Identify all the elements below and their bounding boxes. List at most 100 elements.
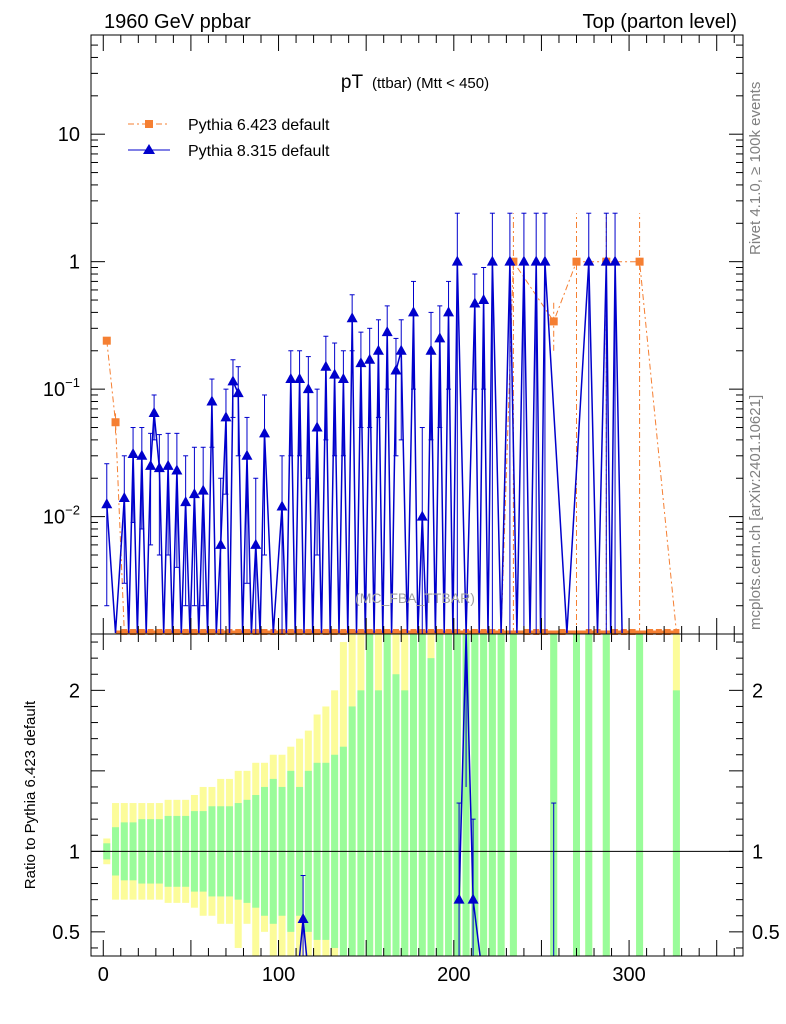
series-pythia8-point <box>372 344 384 355</box>
series-pythia6-zero-point <box>243 629 250 635</box>
series-pythia6-point <box>111 418 120 427</box>
series-pythia6-zero-point <box>173 629 180 635</box>
ratio-ytick-label-left: 1 <box>69 841 80 863</box>
ratio-band-inner <box>572 634 580 956</box>
series-pythia8-point <box>241 449 253 460</box>
legend-marker-pythia8 <box>143 144 155 154</box>
ratio-band-inner <box>509 634 517 956</box>
series-pythia8-point <box>145 459 157 470</box>
ratio-series-point <box>297 912 309 923</box>
ratio-ytick-label-right: 2 <box>752 680 763 702</box>
series-pythia6-zero-point <box>314 629 321 635</box>
series-pythia6-zero-point <box>349 629 356 635</box>
series-pythia6-zero-point <box>235 629 242 635</box>
series-pythia8-point <box>530 255 542 266</box>
series-pythia6-zero-point <box>287 629 294 635</box>
ratio-ytick-label-left: 0.5 <box>52 922 80 944</box>
series-pythia6-zero-point <box>121 629 128 635</box>
series-pythia8-point <box>451 255 463 266</box>
header-right: Top (parton level) <box>582 11 737 33</box>
series-pythia8-point <box>443 306 455 317</box>
series-pythia8-point <box>600 255 612 266</box>
ratio-band-inner <box>462 634 470 956</box>
series-pythia8-point <box>227 375 239 386</box>
series-pythia8-point <box>425 344 437 355</box>
series-pythia8-point <box>294 373 306 384</box>
series-pythia6-zero-point <box>629 629 636 635</box>
series-pythia8-point <box>320 360 332 371</box>
series-pythia6-zero-point <box>261 629 268 635</box>
series-pythia6-zero-point <box>191 629 198 635</box>
ratio-xtick-label: 100 <box>262 964 295 986</box>
header-left: 1960 GeV ppbar <box>104 11 251 33</box>
series-pythia8-point <box>355 357 367 368</box>
series-pythia6-zero-point <box>664 629 671 635</box>
series-pythia8-point <box>188 488 200 499</box>
series-pythia6-zero-point <box>524 629 531 635</box>
series-pythia8-point <box>206 395 218 406</box>
series-pythia6-zero-point <box>471 629 478 635</box>
series-pythia8-point <box>609 255 621 266</box>
legend-label-pythia6: Pythia 6.423 default <box>188 117 330 134</box>
ratio-band-inner <box>453 634 461 956</box>
ratio-frame <box>90 633 744 957</box>
series-pythia6-zero-point <box>200 629 207 635</box>
ratio-band-inner <box>436 634 444 956</box>
series-pythia8-point <box>390 364 402 375</box>
series-pythia6-zero-point <box>305 629 312 635</box>
legend-marker-pythia6 <box>145 120 153 128</box>
ratio-band-inner <box>488 634 496 956</box>
series-pythia8-point <box>285 373 297 384</box>
series-pythia6-zero-point <box>480 629 487 635</box>
series-pythia8-point <box>162 459 174 470</box>
series-pythia8-point <box>259 427 271 438</box>
series-pythia8-point <box>250 538 262 549</box>
series-pythia8-point <box>381 326 393 337</box>
series-pythia6-zero-point <box>165 629 172 635</box>
ratio-band-inner <box>672 690 680 956</box>
series-pythia8-point <box>136 449 148 460</box>
mcplots-label: mcplots.cern.ch [arXiv:2401.10621] <box>747 395 764 630</box>
series-pythia6-zero-point <box>620 629 627 635</box>
ratio-xtick-label: 300 <box>612 964 645 986</box>
series-pythia6-zero-point <box>392 629 399 635</box>
main-ytick-label: 10−2 <box>43 503 80 529</box>
ratio-band-inner <box>550 634 558 956</box>
main-panel: 10 1 10−1 10−2 pT (ttbar) (Mtt < 450) (MC_F… <box>43 34 744 635</box>
series-pythia6-point <box>549 317 558 326</box>
series-pythia6-zero-point <box>357 629 364 635</box>
series-pythia8-point <box>478 294 490 305</box>
series-pythia8-point <box>276 500 288 511</box>
ratio-band-inner <box>357 690 365 956</box>
series-pythia6-point <box>635 257 644 266</box>
series-pythia8-point <box>486 255 498 266</box>
ratio-panel: 0.5 0.5 1 1 2 2 0 100 200 300 Ratio to Pythia 6.4… <box>22 633 780 986</box>
series-pythia8-point <box>171 464 183 475</box>
series-pythia6-point <box>102 336 111 345</box>
series-pythia8-point <box>148 406 160 417</box>
ratio-ytick-label-left: 2 <box>69 680 80 702</box>
main-title-main: pT <box>341 72 364 93</box>
main-title-sub: (ttbar) (Mtt < 450) <box>372 75 489 92</box>
ratio-band-inner <box>348 706 356 956</box>
series-pythia6-zero-point <box>559 629 566 635</box>
series-pythia8-point <box>311 421 323 432</box>
series-pythia8-point <box>180 496 192 507</box>
series-pythia8-point <box>101 498 113 509</box>
series-pythia6-zero-point <box>138 629 145 635</box>
main-ytick-label: 10−1 <box>43 375 80 401</box>
ratio-band-inner <box>636 634 644 956</box>
watermark: (MC_FBA_TTBAR) <box>355 590 475 606</box>
series-pythia6-zero-point <box>436 629 443 635</box>
series-pythia8-point <box>329 368 341 379</box>
series-pythia8-point <box>364 353 376 364</box>
series-pythia6-zero-point <box>156 629 163 635</box>
series-pythia8-point <box>127 447 139 458</box>
series-pythia6-zero-point <box>401 629 408 635</box>
series-pythia6-zero-point <box>410 629 417 635</box>
series-pythia6-zero-point <box>384 629 391 635</box>
series-pythia6-zero-point <box>130 629 137 635</box>
ratio-band-inner <box>409 634 417 956</box>
series-pythia8-point <box>518 255 530 266</box>
